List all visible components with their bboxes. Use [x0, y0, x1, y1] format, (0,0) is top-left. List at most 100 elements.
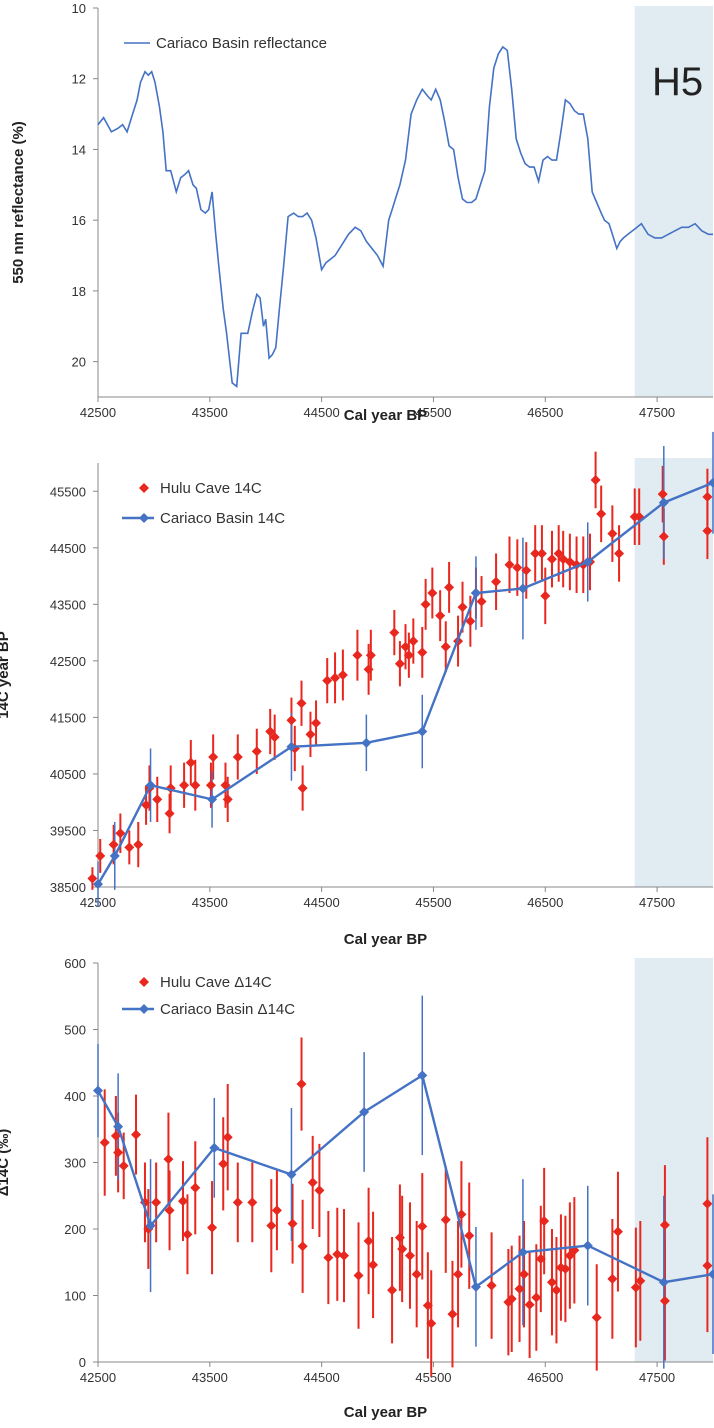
legend-label-reflectance: Cariaco Basin reflectance — [156, 35, 327, 52]
x-tick-label: 43500 — [192, 405, 228, 420]
hulu-point — [702, 525, 713, 536]
cariaco-point — [417, 1070, 428, 1081]
hulu-point — [444, 582, 455, 593]
cariaco-point — [470, 588, 481, 599]
hulu-point — [657, 489, 668, 500]
y-tick-label: 42500 — [50, 654, 86, 669]
y-tick-label: 45500 — [50, 484, 86, 499]
y-axis-title: Δ14C (‰) — [0, 1129, 12, 1196]
hulu-point — [540, 590, 551, 601]
x-tick-label: 44500 — [304, 1370, 340, 1385]
hulu-point — [531, 1292, 542, 1303]
y-tick-label: 18 — [72, 284, 86, 299]
h5-shaded-band — [634, 6, 713, 397]
hulu-point — [422, 1300, 433, 1311]
hulu-point — [607, 1273, 618, 1284]
hulu-point — [614, 548, 625, 559]
cariaco-point — [582, 556, 593, 567]
y-tick-label: 0 — [79, 1355, 86, 1370]
hulu-point — [553, 548, 564, 559]
hulu-point — [394, 1232, 405, 1243]
y-axis-title: 550 nm reflectance (%) — [10, 121, 27, 284]
hulu-point — [152, 794, 163, 805]
hulu-point — [464, 1230, 475, 1241]
hulu-point — [205, 780, 216, 791]
hulu-point — [296, 698, 307, 709]
hulu-point — [426, 1318, 437, 1329]
cariaco-line — [96, 1073, 714, 1289]
hulu-point — [337, 670, 348, 680]
hulu-point — [530, 548, 541, 559]
cariaco-point — [417, 726, 428, 737]
hulu-point — [504, 559, 515, 570]
hulu-point — [269, 732, 280, 743]
legend-label-hulu: Hulu Cave Δ14C — [160, 974, 272, 991]
y-tick-label: 44500 — [50, 541, 86, 556]
cariaco-point — [658, 1277, 669, 1288]
cariaco-point — [93, 879, 103, 890]
hulu-point — [702, 1260, 713, 1271]
hulu-point — [232, 751, 243, 762]
cariaco-point — [658, 497, 669, 508]
x-tick-label: 45500 — [415, 895, 451, 910]
x-tick-label: 43500 — [192, 1370, 228, 1385]
hulu-point — [403, 650, 414, 661]
x-tick-label: 46500 — [527, 1370, 563, 1385]
hulu-point — [512, 562, 523, 573]
hulu-point — [658, 531, 669, 542]
hulu-point — [607, 528, 618, 539]
hulu-point — [87, 873, 98, 884]
hulu-point — [323, 1252, 334, 1263]
hulu-point — [307, 1177, 318, 1188]
y-tick-label: 16 — [72, 213, 86, 228]
hulu-point — [311, 718, 322, 729]
hulu-point — [297, 783, 308, 794]
hulu-point — [141, 800, 152, 811]
hulu-point — [440, 1214, 451, 1225]
x-tick-label: 44500 — [304, 895, 340, 910]
hulu-point — [363, 664, 374, 675]
reflectance-panel: H5 42500 43500 44500 45500 46500 47500 10 12 14 16… — [10, 1, 713, 424]
hulu-point — [394, 658, 405, 669]
cariaco-point — [286, 741, 297, 752]
hulu-point — [491, 576, 502, 587]
y-tick-label: 20 — [72, 355, 86, 370]
h5-label: H5 — [652, 60, 703, 104]
hulu-point — [287, 1218, 298, 1229]
hulu-point — [95, 850, 106, 861]
x-tick-label: 46500 — [527, 405, 563, 420]
x-tick-label: 47500 — [639, 895, 675, 910]
hulu-point — [397, 1243, 408, 1254]
hulu-point — [232, 1197, 243, 1208]
cariaco-point — [361, 737, 372, 748]
hulu-point — [486, 1280, 497, 1291]
y-tick-label: 400 — [64, 1089, 86, 1104]
cariaco-point — [286, 1169, 297, 1180]
hulu-point — [177, 1196, 188, 1207]
hulu-point — [110, 1130, 121, 1141]
hulu-point — [596, 508, 607, 519]
hulu-point — [591, 1312, 602, 1323]
hulu-point — [630, 1282, 641, 1293]
hulu-point — [551, 1285, 562, 1296]
x-tick-label: 45500 — [415, 405, 451, 420]
hulu-point — [164, 808, 175, 819]
hulu-point — [659, 1295, 670, 1306]
hulu-point — [247, 1197, 258, 1208]
hulu-point — [113, 1147, 124, 1158]
cariaco-point — [145, 780, 156, 791]
cariaco-line — [96, 481, 714, 885]
legend-swatch-cariaco — [139, 513, 149, 523]
hulu-point — [296, 1079, 307, 1090]
x-axis-title: Cal year BP — [344, 1404, 427, 1421]
hulu-point — [163, 1154, 174, 1165]
hulu-point — [440, 641, 451, 652]
hulu-point — [387, 1285, 398, 1296]
y-tick-label: 39500 — [50, 823, 86, 838]
hulu-point — [546, 554, 557, 565]
y-tick-label: 41500 — [50, 710, 86, 725]
hulu-point — [305, 729, 316, 740]
hulu-point — [185, 757, 196, 768]
cariaco-point — [708, 1269, 714, 1280]
